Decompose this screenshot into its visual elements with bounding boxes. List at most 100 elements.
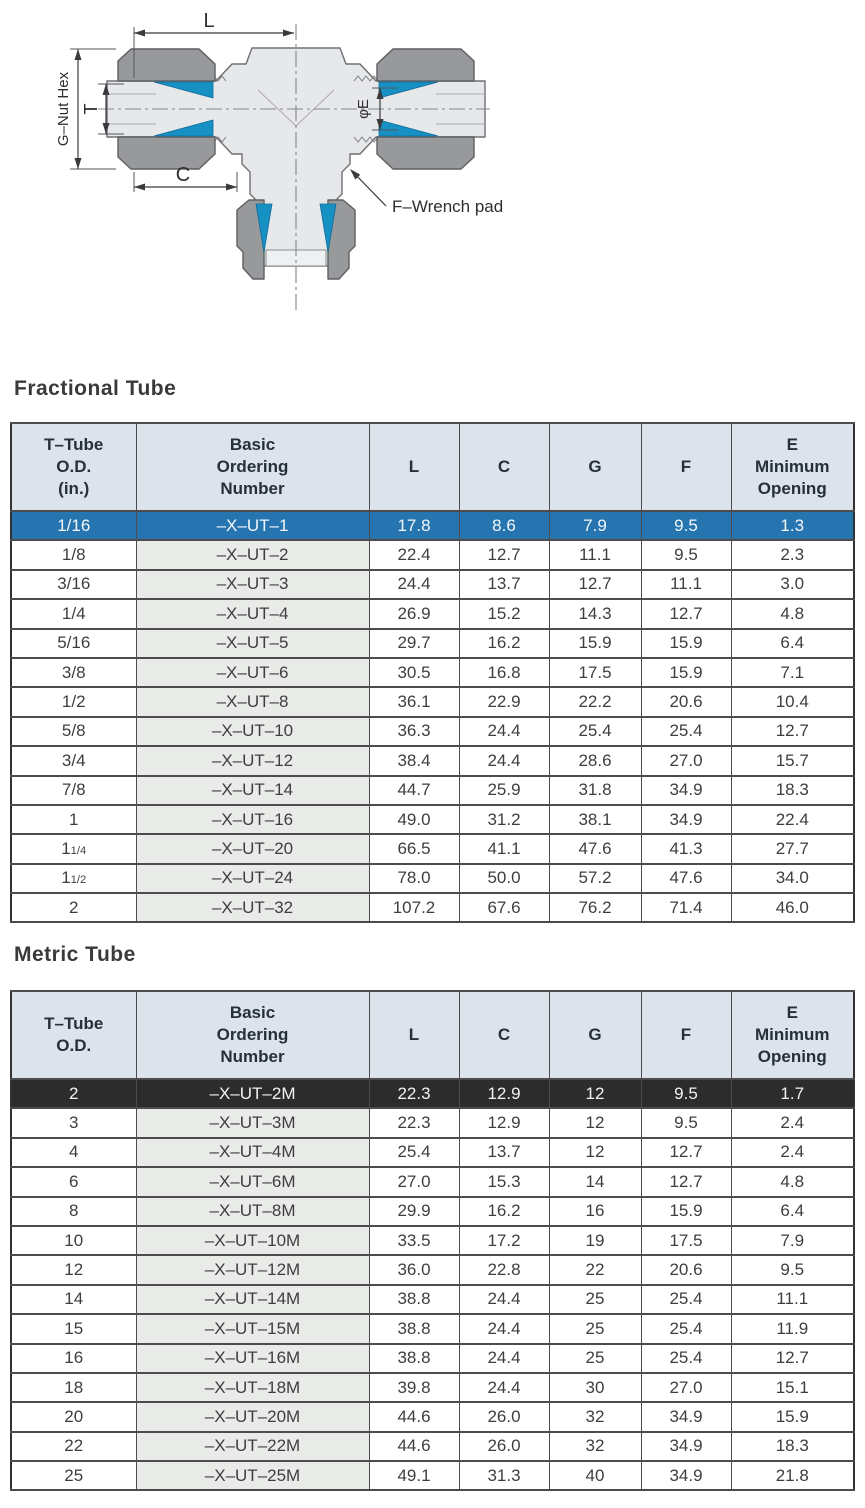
table-cell: 13.7 bbox=[458, 568, 550, 601]
table-row: 3/8 –X–UT–6 30.5 16.8 17.5 15.9 7.1 bbox=[10, 656, 855, 689]
table-cell: 18.3 bbox=[730, 1430, 855, 1463]
metric-section-title: Metric Tube bbox=[14, 943, 136, 966]
table-cell: 7.1 bbox=[730, 656, 855, 689]
table-cell: 9.5 bbox=[730, 1254, 855, 1286]
table-row: 20 –X–UT–20M 44.6 26.0 32 34.9 15.9 bbox=[10, 1401, 855, 1433]
table-cell: –X–UT–15M bbox=[135, 1313, 370, 1345]
table-cell: 49.0 bbox=[368, 803, 460, 836]
table-cell: –X–UT–2M bbox=[135, 1077, 370, 1110]
table-cell: 12 bbox=[548, 1077, 642, 1110]
table-cell: 22 bbox=[548, 1254, 642, 1286]
table-cell: 15.9 bbox=[640, 627, 732, 659]
table-cell: 1.7 bbox=[730, 1077, 855, 1110]
fractional-table-body: 1/16 –X–UT–1 17.8 8.6 7.9 9.5 1.3 1/8 –X–UT–2 22.… bbox=[10, 509, 855, 924]
column-header-G: G bbox=[548, 990, 642, 1080]
table-cell: 12.7 bbox=[640, 1136, 732, 1169]
table-row: 4 –X–UT–4M 25.4 13.7 12 12.7 2.4 bbox=[10, 1136, 855, 1169]
table-cell: 16 bbox=[548, 1195, 642, 1227]
table-cell: 2.4 bbox=[730, 1136, 855, 1169]
table-cell: 36.1 bbox=[368, 686, 460, 718]
table-cell: –X–UT–16M bbox=[135, 1342, 370, 1374]
table-row: 2 –X–UT–32 107.2 67.6 76.2 71.4 46.0 bbox=[10, 892, 855, 924]
tee-fitting-diagram: L G–Nut Hex T bbox=[6, 4, 506, 319]
table-cell: 11.9 bbox=[730, 1313, 855, 1345]
table-cell: 12 bbox=[10, 1254, 137, 1286]
dimension-T: T bbox=[81, 83, 124, 135]
label-F-wrench-pad: F–Wrench pad bbox=[392, 197, 503, 216]
table-cell: 15.9 bbox=[548, 627, 642, 659]
table-cell: 24.4 bbox=[458, 1371, 550, 1404]
table-cell: 17.5 bbox=[548, 656, 642, 689]
table-cell: –X–UT–18M bbox=[135, 1371, 370, 1404]
table-cell: 22.8 bbox=[458, 1254, 550, 1286]
table-cell: 9.5 bbox=[640, 1077, 732, 1110]
table-cell: 44.6 bbox=[368, 1430, 460, 1463]
table-cell: 14 bbox=[10, 1283, 137, 1316]
table-row: 6 –X–UT–6M 27.0 15.3 14 12.7 4.8 bbox=[10, 1166, 855, 1198]
column-header-F: F bbox=[640, 422, 732, 512]
table-cell: 29.7 bbox=[368, 627, 460, 659]
bottom-nut bbox=[236, 199, 356, 280]
table-cell: 11.1 bbox=[548, 539, 642, 571]
column-header-G: G bbox=[548, 422, 642, 512]
table-cell: –X–UT–8M bbox=[135, 1195, 370, 1227]
metric-table-body: 2 –X–UT–2M 22.3 12.9 12 9.5 1.7 3 –X–UT–3M 22.3 12… bbox=[10, 1077, 855, 1492]
table-cell: –X–UT–20M bbox=[135, 1401, 370, 1433]
table-cell: 1/8 bbox=[10, 539, 137, 571]
table-cell: 41.1 bbox=[458, 833, 550, 865]
table-cell: 34.9 bbox=[640, 1401, 732, 1433]
table-cell: 78.0 bbox=[368, 862, 460, 895]
table-cell: 10 bbox=[10, 1224, 137, 1257]
right-nut bbox=[376, 48, 475, 170]
table-cell: 12 bbox=[548, 1136, 642, 1169]
table-cell: 28.6 bbox=[548, 745, 642, 777]
table-cell: 7/8 bbox=[10, 774, 137, 806]
table-cell: 15.2 bbox=[458, 598, 550, 630]
table-cell: –X–UT–22M bbox=[135, 1430, 370, 1463]
table-cell: 2.3 bbox=[730, 539, 855, 571]
table-cell: 2 bbox=[10, 892, 137, 924]
table-row: 5/8 –X–UT–10 36.3 24.4 25.4 25.4 12.7 bbox=[10, 715, 855, 748]
table-row: 5/16 –X–UT–5 29.7 16.2 15.9 15.9 6.4 bbox=[10, 627, 855, 659]
table-cell: –X–UT–5 bbox=[135, 627, 370, 659]
table-cell: –X–UT–3 bbox=[135, 568, 370, 601]
table-cell: 36.3 bbox=[368, 715, 460, 748]
table-cell: –X–UT–24 bbox=[135, 862, 370, 895]
table-cell: 67.6 bbox=[458, 892, 550, 924]
table-cell: 34.9 bbox=[640, 1460, 732, 1492]
table-cell: 1 bbox=[10, 803, 137, 836]
table-cell: 25.4 bbox=[640, 1283, 732, 1316]
table-cell: 1.3 bbox=[730, 509, 855, 542]
table-row: 1/4 –X–UT–4 26.9 15.2 14.3 12.7 4.8 bbox=[10, 598, 855, 630]
metric-table-header: T–Tube O.D. Basic Ordering Number L C G … bbox=[10, 990, 855, 1080]
table-cell: 22.9 bbox=[458, 686, 550, 718]
table-cell: 6 bbox=[10, 1166, 137, 1198]
table-cell: 71.4 bbox=[640, 892, 732, 924]
table-cell: 16.2 bbox=[458, 627, 550, 659]
table-cell: 3.0 bbox=[730, 568, 855, 601]
table-cell: 12.7 bbox=[730, 1342, 855, 1374]
column-header-C: C bbox=[458, 990, 550, 1080]
label-G-nut-hex: G–Nut Hex bbox=[55, 71, 72, 146]
table-row: 12 –X–UT–12M 36.0 22.8 22 20.6 9.5 bbox=[10, 1254, 855, 1286]
table-cell: –X–UT–6 bbox=[135, 656, 370, 689]
table-cell: 3/4 bbox=[10, 745, 137, 777]
table-cell: 41.3 bbox=[640, 833, 732, 865]
table-cell: –X–UT–32 bbox=[135, 892, 370, 924]
table-cell: 3 bbox=[10, 1107, 137, 1139]
table-cell: 16.8 bbox=[458, 656, 550, 689]
table-cell: 25 bbox=[10, 1460, 137, 1492]
table-row: 10 –X–UT–10M 33.5 17.2 19 17.5 7.9 bbox=[10, 1224, 855, 1257]
table-cell: 4.8 bbox=[730, 598, 855, 630]
table-cell: 66.5 bbox=[368, 833, 460, 865]
table-cell: 12.7 bbox=[640, 1166, 732, 1198]
table-row: 18 –X–UT–18M 39.8 24.4 30 27.0 15.1 bbox=[10, 1371, 855, 1404]
table-row: 1/8 –X–UT–2 22.4 12.7 11.1 9.5 2.3 bbox=[10, 539, 855, 571]
table-cell: 22.4 bbox=[730, 803, 855, 836]
table-cell: 11/2 bbox=[10, 862, 137, 895]
header-row: T–Tube O.D. Basic Ordering Number L C G … bbox=[10, 990, 855, 1080]
left-nut bbox=[117, 48, 216, 170]
metric-table: T–Tube O.D. Basic Ordering Number L C G … bbox=[10, 990, 855, 1492]
table-cell: 39.8 bbox=[368, 1371, 460, 1404]
